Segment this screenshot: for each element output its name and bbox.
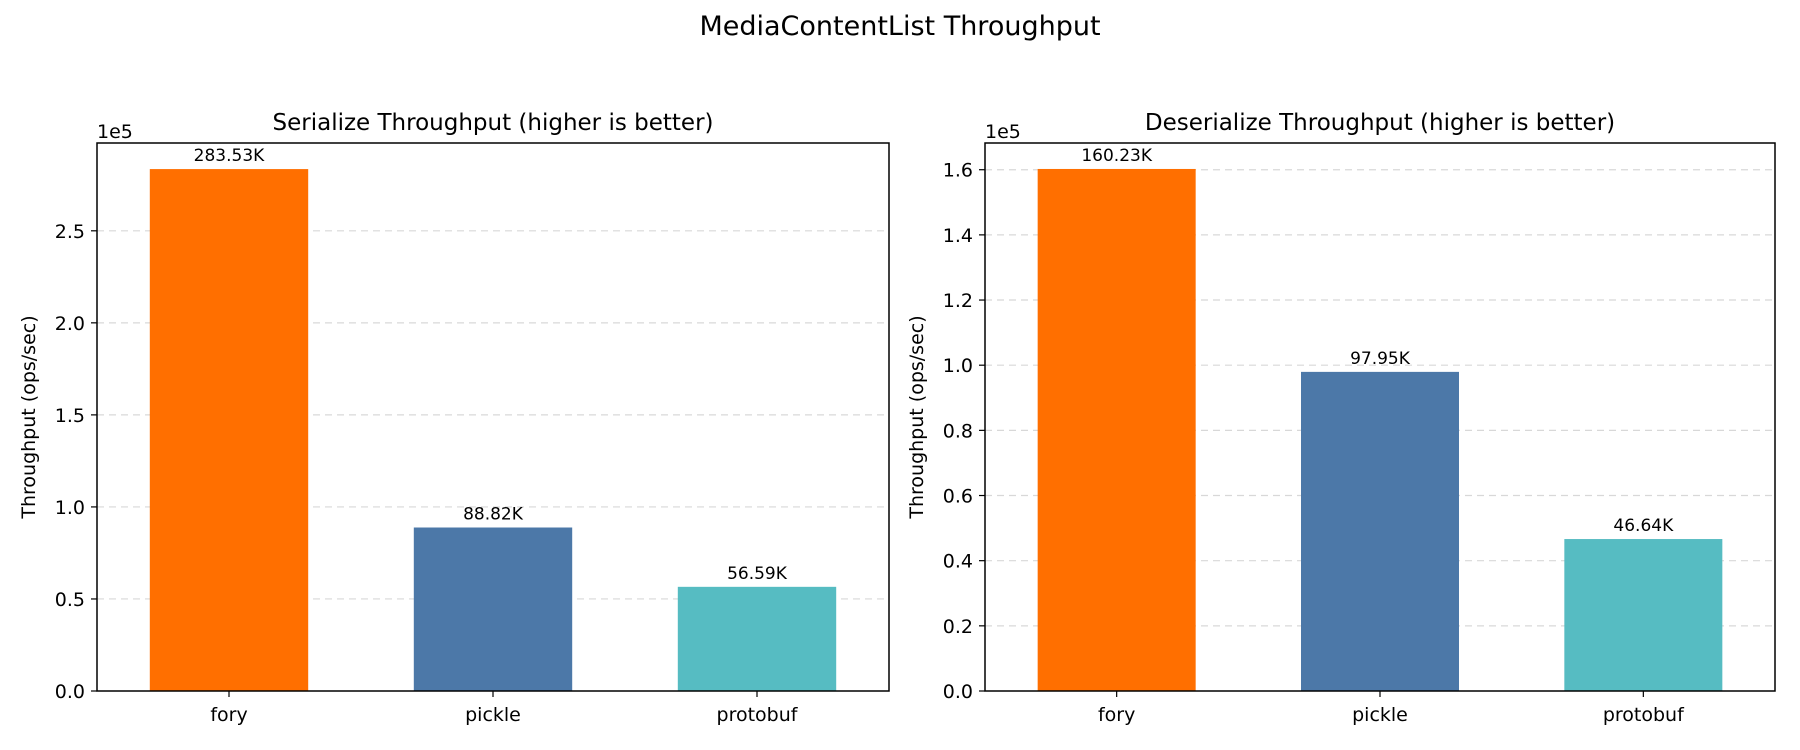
undefined-xtick-label-fory: fory <box>210 704 247 726</box>
undefined-axis-offset-label: 1e5 <box>97 121 133 143</box>
undefined-data-label-fory: 160.23K <box>1081 146 1152 166</box>
undefined-ytick-label: 1.6 <box>943 160 973 182</box>
undefined-bar-fory <box>1037 168 1196 692</box>
undefined-y-axis-label: Throughput (ops/sec) <box>18 315 40 519</box>
undefined-xtick-label-fory: fory <box>1098 704 1135 726</box>
undefined-chart-title: Deserialize Throughput (higher is better… <box>1145 110 1615 136</box>
undefined-bar-pickle <box>1301 371 1459 691</box>
undefined-ytick-label: 0.5 <box>55 589 85 611</box>
undefined-xtick-label-pickle: pickle <box>465 704 521 726</box>
undefined-data-label-fory: 283.53K <box>194 146 265 166</box>
undefined-ytick-label: 0.6 <box>943 486 973 508</box>
undefined-xtick-label-protobuf: protobuf <box>1603 704 1685 726</box>
undefined-bar-protobuf <box>677 586 837 691</box>
undefined-data-label-pickle: 97.95K <box>1350 349 1411 369</box>
undefined-ytick-label: 0.0 <box>943 681 973 703</box>
undefined-data-label-pickle: 88.82K <box>463 505 524 525</box>
undefined-ytick-label: 0.0 <box>55 681 85 703</box>
undefined-ytick-label: 0.2 <box>943 616 973 638</box>
undefined-data-label-protobuf: 56.59K <box>727 564 788 584</box>
undefined-ytick-label: 1.0 <box>55 497 85 519</box>
undefined-bar-pickle <box>413 527 573 691</box>
deserialize-chart-panel: 160.23K fory 97.95K pickle 46.64K protobuf 0.0… <box>906 110 1776 726</box>
undefined-ytick-label: 0.8 <box>943 420 973 442</box>
undefined-axis-offset-label: 1e5 <box>985 121 1021 143</box>
figure-title: MediaContentList Throughput <box>699 11 1100 42</box>
undefined-y-axis-label: Throughput (ops/sec) <box>906 315 928 519</box>
undefined-ytick-label: 1.2 <box>943 290 973 312</box>
undefined-chart-title: Serialize Throughput (higher is better) <box>273 110 714 136</box>
undefined-ytick-label: 1.0 <box>943 355 973 377</box>
undefined-ytick-label: 2.5 <box>55 221 85 243</box>
undefined-axes-frame <box>96 142 890 692</box>
serialize-chart-panel: 283.53K fory 88.82K pickle 56.59K protobuf 0.0… <box>18 110 890 726</box>
undefined-xtick-label-protobuf: protobuf <box>717 704 799 726</box>
undefined-bar-protobuf <box>1564 539 1723 691</box>
undefined-ytick-label: 1.5 <box>55 405 85 427</box>
undefined-xtick-label-pickle: pickle <box>1352 704 1408 726</box>
undefined-ytick-label: 0.4 <box>943 551 973 573</box>
undefined-axes-frame <box>984 142 1776 692</box>
undefined-data-label-protobuf: 46.64K <box>1613 516 1674 536</box>
undefined-bar-fory <box>149 169 309 691</box>
undefined-ytick-label: 1.4 <box>943 225 973 247</box>
undefined-ytick-label: 2.0 <box>55 313 85 335</box>
